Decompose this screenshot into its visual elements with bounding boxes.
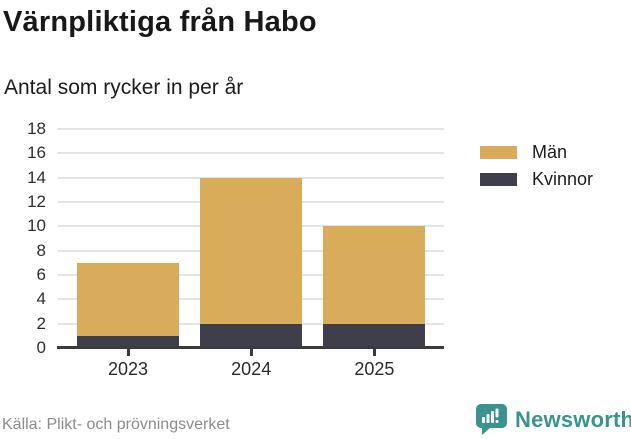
newsworthy-logo: Newsworthy <box>475 403 631 436</box>
bar-2024-män <box>200 177 303 324</box>
y-tick-label-0: 0 <box>36 338 46 357</box>
x-tick-2023 <box>126 349 130 356</box>
y-tick-label-14: 14 <box>27 167 46 187</box>
x-tick-2025 <box>372 349 376 356</box>
legend-item-kvinnor: Kvinnor <box>480 169 593 189</box>
y-tick-label-8: 8 <box>36 240 46 260</box>
gridline-y-16 <box>58 152 444 155</box>
bar-2025-män <box>323 226 426 324</box>
x-axis-line <box>57 346 444 349</box>
bar-chart-speech-bubble-icon <box>476 404 507 435</box>
legend: Män Kvinnor <box>480 142 593 200</box>
y-tick-label-10: 10 <box>27 216 46 236</box>
legend-swatch-man <box>480 146 517 159</box>
bar-2023-män <box>77 262 179 336</box>
x-tick-label-2024: 2024 <box>231 359 272 379</box>
legend-label-kvinnor: Kvinnor <box>532 169 594 189</box>
gridline-y-18 <box>58 128 444 130</box>
y-tick-label-18: 18 <box>27 119 46 138</box>
bar-2025-kvinnor <box>323 323 426 348</box>
y-tick-label-6: 6 <box>36 265 46 284</box>
legend-item-man: Män <box>480 142 593 162</box>
newsworthy-wordmark: Newsworthy <box>515 406 631 432</box>
y-tick-label-2: 2 <box>36 313 46 333</box>
chart-title: Värnpliktiga från Habo <box>3 6 317 38</box>
chart-subtitle: Antal som rycker in per år <box>4 76 244 99</box>
x-tick-label-2025: 2025 <box>354 359 395 379</box>
y-tick-label-12: 12 <box>27 192 46 211</box>
bar-2024-kvinnor <box>200 323 303 348</box>
legend-swatch-kvinnor <box>480 173 517 186</box>
x-tick-2024 <box>249 349 253 356</box>
y-tick-label-4: 4 <box>36 289 46 309</box>
legend-label-man: Män <box>532 142 568 162</box>
y-tick-label-16: 16 <box>27 143 46 163</box>
x-tick-label-2023: 2023 <box>107 359 149 379</box>
bar-2023-kvinnor <box>77 335 179 348</box>
source-note: Källa: Plikt- och prövningsverket <box>2 416 230 433</box>
